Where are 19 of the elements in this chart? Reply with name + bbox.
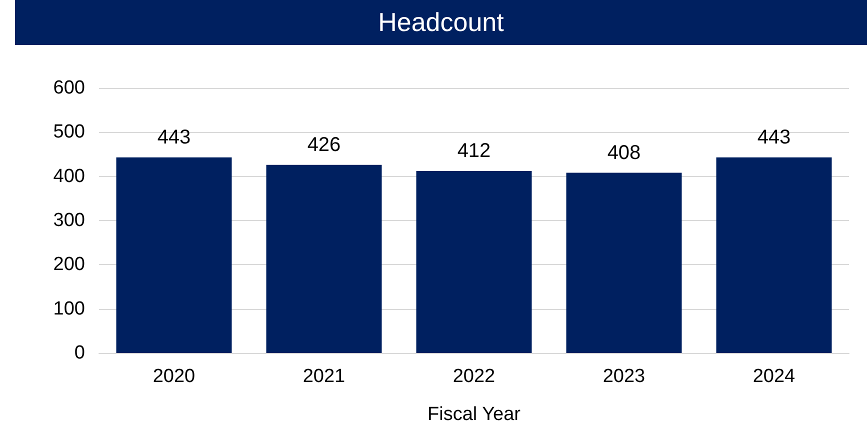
x-tick-label: 2020 — [152, 366, 196, 387]
data-label: 443 — [157, 126, 191, 148]
x-tick-label: 2022 — [452, 366, 496, 387]
y-tick-label: 300 — [53, 210, 85, 231]
data-label: 426 — [307, 134, 341, 156]
y-tick-label: 600 — [53, 78, 85, 98]
y-tick-label: 400 — [53, 166, 85, 187]
chart-title: Headcount — [15, 0, 867, 45]
y-tick-label: 100 — [53, 298, 85, 320]
x-tick-label: 2023 — [602, 366, 646, 387]
data-label: 412 — [457, 140, 491, 162]
x-tick-label: 2024 — [752, 366, 796, 387]
data-label: 443 — [757, 126, 791, 148]
y-tick-label: 500 — [53, 122, 85, 143]
data-label: 408 — [607, 142, 641, 164]
y-tick-label: 0 — [74, 342, 85, 364]
y-tick-label: 200 — [53, 254, 85, 276]
x-tick-label: 2021 — [302, 366, 346, 387]
x-axis-title: Fiscal Year — [428, 404, 522, 425]
